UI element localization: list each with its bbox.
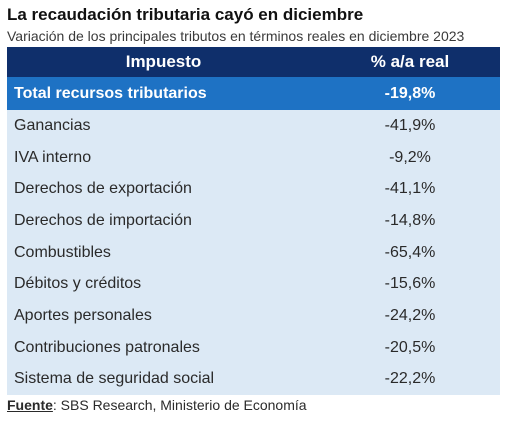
source-text: SBS Research, Ministerio de Economía [56,397,307,414]
page-title: La recaudación tributaria cayó en diciem… [7,5,364,24]
tax-value: -41,1% [320,173,500,206]
tax-name: Derechos de importación [7,205,320,237]
tax-name: Derechos de exportación [7,173,320,206]
tax-value: -24,2% [320,300,500,332]
table-row: Combustibles -65,4% [7,236,500,269]
total-value: -19,8% [320,77,500,110]
table-row: Derechos de exportación -41,1% [7,173,500,206]
tax-value: -9,2% [320,141,500,174]
tax-value: -65,4% [320,236,500,269]
tax-value: -15,6% [320,268,500,301]
tax-variation-table: Impuesto % a/a real Total recursos tribu… [7,47,500,396]
table-header-row: Impuesto % a/a real [7,47,500,77]
tax-value: -14,8% [320,205,500,237]
tax-name: Sistema de seguridad social [7,363,320,396]
table-row: Débitos y créditos -15,6% [7,268,500,301]
source-note: Fuente: SBS Research, Ministerio de Econ… [7,397,307,414]
tax-collection-card: La recaudación tributaria cayó en diciem… [7,0,500,415]
page-subtitle: Variación de los principales tributos en… [7,28,465,44]
tax-name: Aportes personales [7,300,320,332]
tax-value: -20,5% [320,331,500,364]
column-header-yoy-real: % a/a real [320,47,500,77]
tax-value: -22,2% [320,363,500,396]
column-header-tax: Impuesto [7,47,320,77]
tax-name: Ganancias [7,110,320,142]
tax-name: IVA interno [7,141,320,174]
table-row: Sistema de seguridad social -22,2% [7,363,500,396]
table-row: Aportes personales -24,2% [7,300,500,332]
tax-name: Contribuciones patronales [7,331,320,364]
total-name: Total recursos tributarios [7,77,320,110]
table-row: IVA interno -9,2% [7,141,500,174]
tax-value: -41,9% [320,110,500,142]
table-row: Ganancias -41,9% [7,110,500,142]
tax-name: Débitos y créditos [7,268,320,301]
table-row: Derechos de importación -14,8% [7,205,500,237]
tax-name: Combustibles [7,236,320,269]
source-label: Fuente [7,397,53,414]
table-row: Contribuciones patronales -20,5% [7,331,500,364]
total-row: Total recursos tributarios -19,8% [7,77,500,110]
